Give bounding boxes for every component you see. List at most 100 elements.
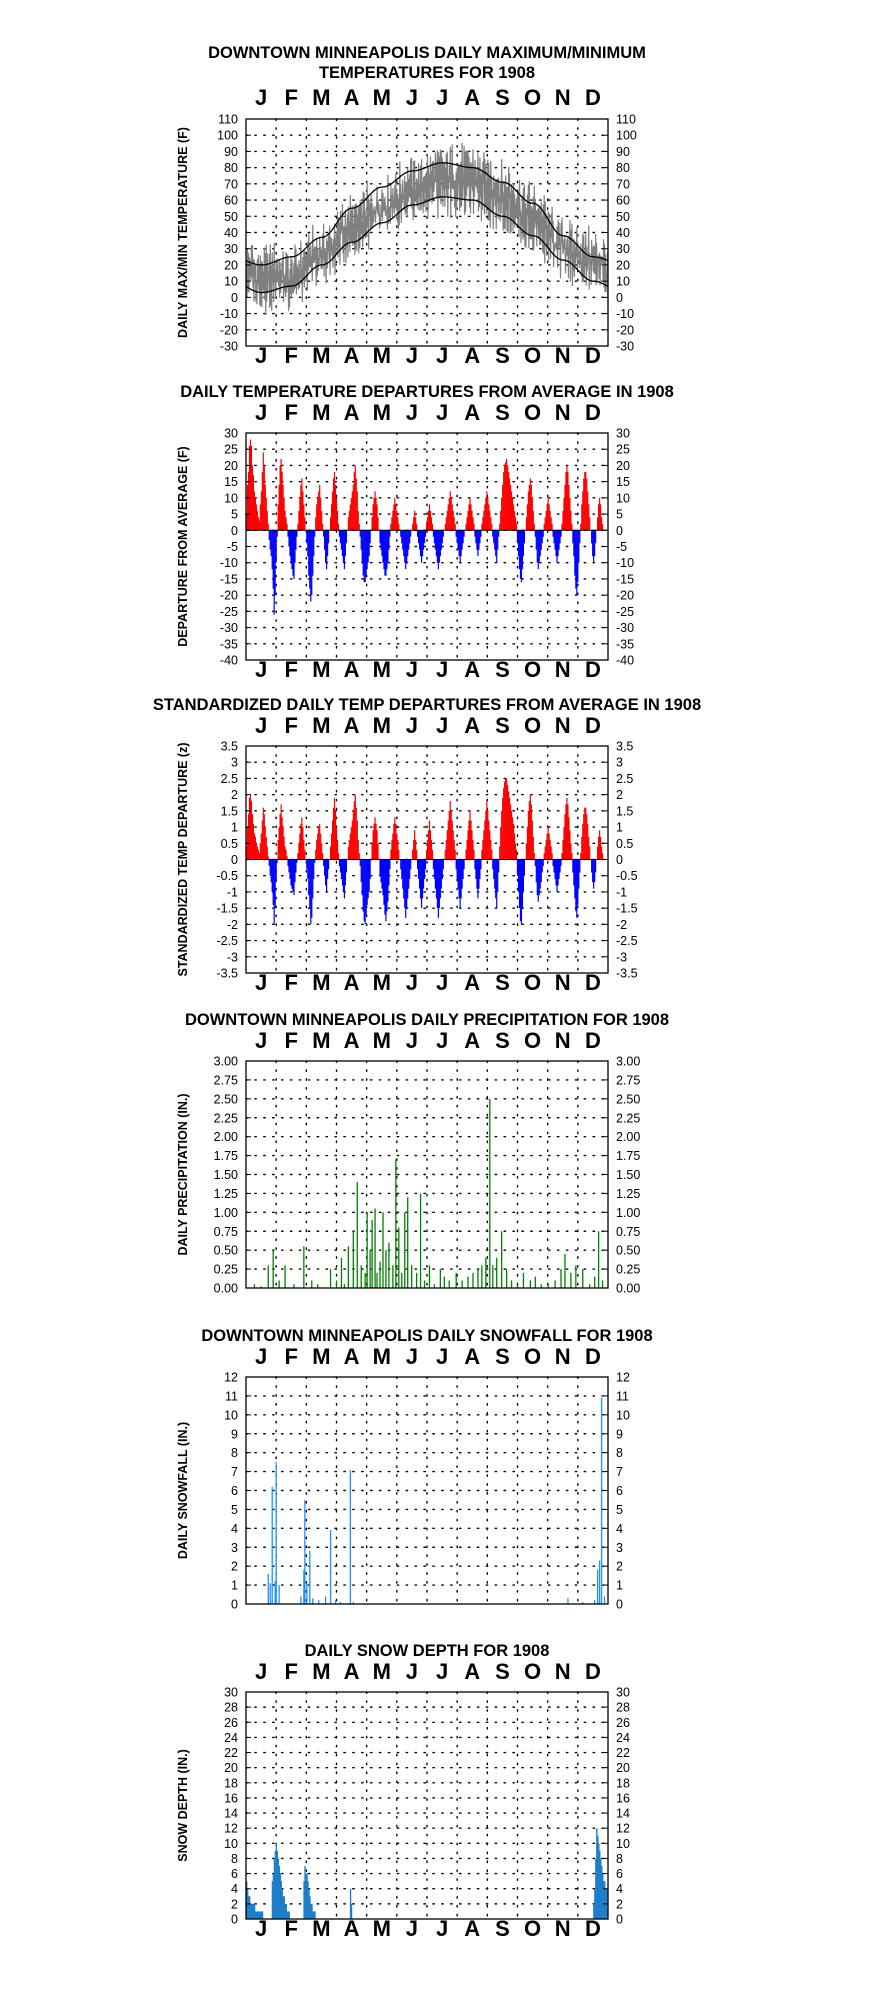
- month-label-bottom: O: [524, 343, 541, 368]
- month-label-top: J: [406, 713, 418, 738]
- month-label-bottom: S: [495, 970, 510, 995]
- month-label-bottom: F: [285, 343, 298, 368]
- month-label-top: J: [406, 1344, 418, 1369]
- month-label-bottom: F: [285, 970, 298, 995]
- y-axis-label: SNOW DEPTH (IN.): [176, 1749, 190, 1862]
- month-label-top: N: [555, 1344, 571, 1369]
- snow-depth-bar: [594, 1888, 596, 1919]
- month-label-bottom: N: [555, 343, 571, 368]
- month-label-bottom: N: [555, 970, 571, 995]
- y-tick-label-left: 0: [231, 1598, 238, 1612]
- y-tick-label-right: -10: [616, 307, 634, 321]
- y-tick-label-right: -20: [616, 323, 634, 337]
- y-tick-label-left: 0.25: [214, 1263, 238, 1277]
- observed-temperature-line: [245, 143, 609, 316]
- y-tick-label-left: 10: [224, 275, 238, 289]
- y-tick-label-right: 1.00: [616, 1206, 640, 1220]
- y-tick-label-right: 60: [616, 194, 630, 208]
- month-label-bottom: A: [464, 343, 480, 368]
- month-label-bottom: J: [406, 657, 418, 682]
- y-tick-label-right: 0: [616, 1598, 623, 1612]
- month-label-top: M: [373, 1344, 391, 1369]
- y-tick-label-right: 22: [616, 1746, 630, 1760]
- snow-depth-bar: [258, 1911, 261, 1919]
- grid: [245, 1060, 609, 1289]
- y-axis-label: DEPARTURE FROM AVERAGE (F): [176, 446, 190, 646]
- month-label-top: N: [555, 400, 571, 425]
- y-tick-label-left: 110: [218, 113, 238, 127]
- y-tick-label-right: 4: [616, 1522, 623, 1536]
- snow-depth-bar: [314, 1911, 316, 1919]
- snow-depth-bar: [303, 1881, 305, 1919]
- month-label-bottom: J: [255, 657, 267, 682]
- y-tick-label-right: -1.5: [616, 902, 638, 916]
- y-tick-label-left: -2.5: [216, 934, 238, 948]
- y-tick-label-left: 8: [231, 1852, 238, 1866]
- y-tick-label-left: -1: [227, 885, 238, 899]
- y-tick-label-left: 6: [231, 1867, 238, 1881]
- month-label-bottom: M: [312, 970, 330, 995]
- snow-depth-bar: [257, 1911, 260, 1919]
- y-tick-label-left: 0: [231, 853, 238, 867]
- chart-departures: DAILY TEMPERATURE DEPARTURES FROM AVERAG…: [176, 383, 674, 682]
- snow-depth-bar: [595, 1858, 597, 1919]
- y-tick-label-right: 14: [616, 1807, 630, 1821]
- month-label-bottom: J: [436, 343, 448, 368]
- month-label-top: D: [585, 400, 601, 425]
- month-label-bottom: D: [585, 343, 601, 368]
- y-tick-label-left: 0.00: [214, 1282, 238, 1296]
- month-label-bottom: A: [464, 657, 480, 682]
- y-tick-label-left: 5: [231, 1503, 238, 1517]
- y-tick-label-right: 25: [616, 443, 630, 457]
- y-tick-label-left: 25: [224, 443, 238, 457]
- y-tick-label-left: 24: [224, 1731, 238, 1745]
- month-label-top: S: [495, 400, 510, 425]
- month-label-top: A: [464, 1028, 480, 1053]
- y-tick-label-left: 1: [231, 821, 238, 835]
- y-tick-label-right: 24: [616, 1731, 630, 1745]
- snow-depth-bar: [304, 1866, 306, 1919]
- month-label-bottom: M: [312, 1916, 330, 1941]
- y-tick-label-left: 2: [231, 788, 238, 802]
- data-marks: [245, 778, 608, 925]
- month-label-top: J: [255, 85, 267, 110]
- y-tick-label-right: 2.75: [616, 1073, 640, 1087]
- y-tick-label-right: 4: [616, 1882, 623, 1896]
- month-label-top: A: [464, 85, 480, 110]
- y-tick-label-left: 26: [224, 1716, 238, 1730]
- month-label-bottom: A: [464, 970, 480, 995]
- y-tick-label-right: 2: [616, 1560, 623, 1574]
- month-label-bottom: S: [495, 1916, 510, 1941]
- y-axis-label: DAILY SNOWFALL (IN.): [176, 1422, 190, 1559]
- month-label-top: J: [436, 1659, 448, 1684]
- snow-depth-bar: [305, 1873, 307, 1919]
- month-label-bottom: J: [406, 1916, 418, 1941]
- y-tick-label-right: 7: [616, 1465, 623, 1479]
- month-label-top: M: [312, 1028, 330, 1053]
- y-tick-label-right: 28: [616, 1701, 630, 1715]
- y-tick-label-left: -30: [220, 621, 238, 635]
- y-tick-label-left: -35: [220, 637, 238, 651]
- y-tick-label-left: 20: [224, 459, 238, 473]
- y-tick-label-left: 90: [224, 145, 238, 159]
- snow-depth-bar: [284, 1903, 286, 1919]
- month-label-top: J: [436, 1344, 448, 1369]
- snow-depth-bar: [259, 1911, 262, 1919]
- month-label-bottom: D: [585, 970, 601, 995]
- y-tick-label-right: -10: [616, 556, 634, 570]
- y-axis-label: DAILY MAX/MIN TEMPERATURE (F): [176, 127, 190, 338]
- snow-depth-bar: [276, 1850, 279, 1919]
- y-tick-label-right: 0: [616, 291, 623, 305]
- snow-depth-bar: [256, 1911, 259, 1919]
- month-label-bottom: J: [255, 970, 267, 995]
- month-label-top: O: [524, 1344, 541, 1369]
- snow-depth-bar: [248, 1896, 251, 1919]
- y-tick-label-right: 12: [616, 1822, 630, 1836]
- y-tick-label-right: 0.50: [616, 1244, 640, 1258]
- month-label-bottom: S: [495, 657, 510, 682]
- month-label-top: N: [555, 713, 571, 738]
- y-tick-label-left: -15: [220, 572, 238, 586]
- y-tick-label-left: 30: [224, 242, 238, 256]
- snow-depth-bar: [285, 1903, 287, 1919]
